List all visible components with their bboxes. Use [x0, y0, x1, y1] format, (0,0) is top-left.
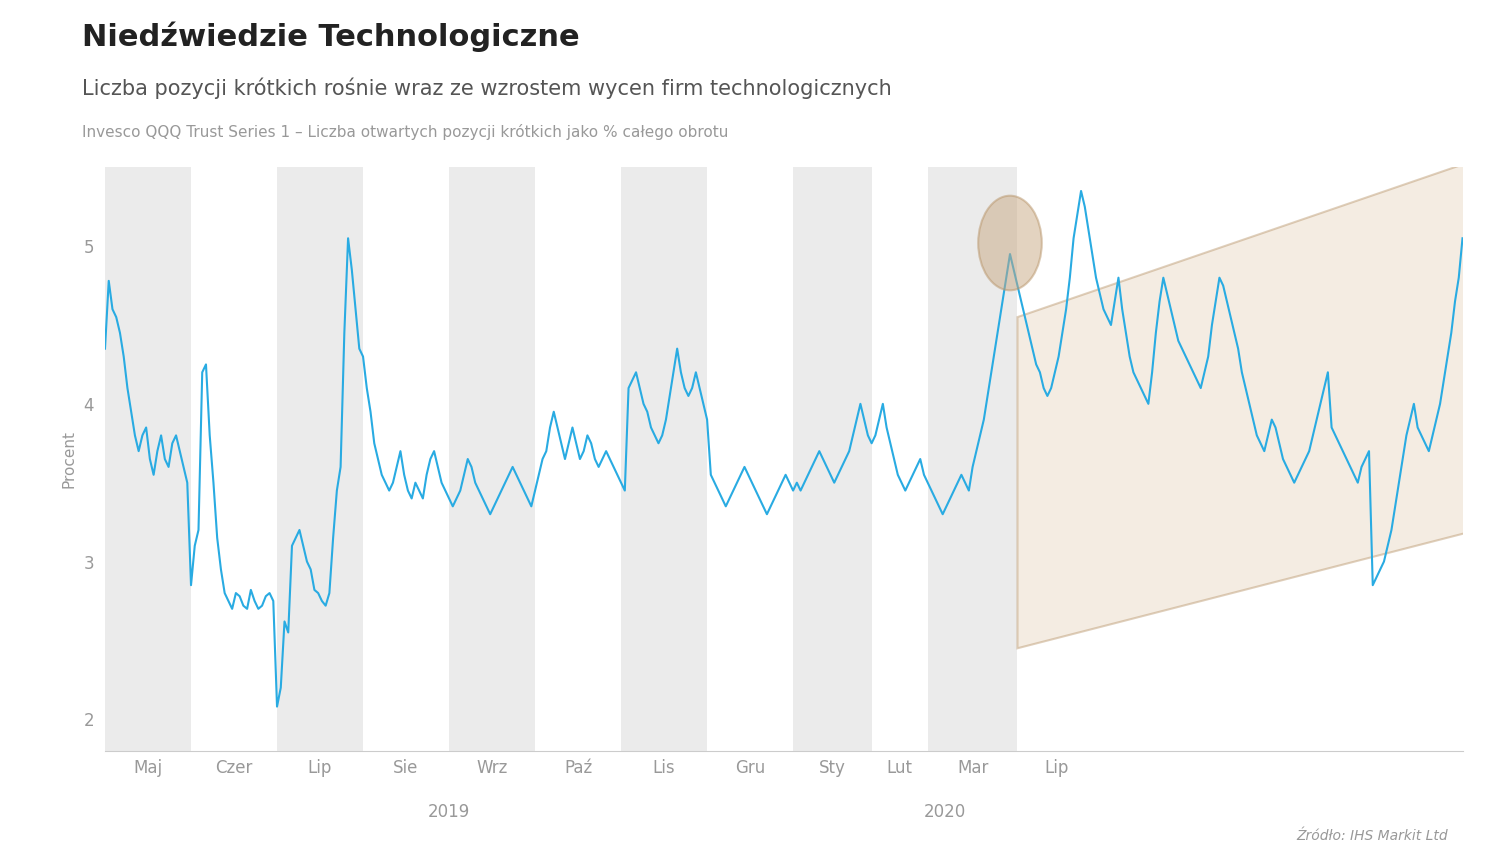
Bar	[621, 167, 706, 751]
Text: Invesco QQQ Trust Series 1 – Liczba otwartych pozycji krótkich jako % całego obr: Invesco QQQ Trust Series 1 – Liczba otwa…	[82, 124, 729, 141]
Text: 2020: 2020	[924, 803, 966, 821]
Ellipse shape	[978, 196, 1042, 290]
Y-axis label: Procent: Procent	[62, 430, 76, 488]
Text: Liczba pozycji krótkich rośnie wraz ze wzrostem wycen firm technologicznych: Liczba pozycji krótkich rośnie wraz ze w…	[82, 77, 892, 99]
Text: Niedźwiedzie Technologiczne: Niedźwiedzie Technologiczne	[82, 21, 580, 52]
Text: 2019: 2019	[427, 803, 470, 821]
Bar	[105, 167, 190, 751]
Text: Źródło: IHS Markit Ltd: Źródło: IHS Markit Ltd	[1296, 829, 1448, 843]
Bar	[794, 167, 871, 751]
Bar	[278, 167, 363, 751]
Polygon shape	[1017, 160, 1478, 649]
Bar	[448, 167, 536, 751]
Bar	[927, 167, 1017, 751]
